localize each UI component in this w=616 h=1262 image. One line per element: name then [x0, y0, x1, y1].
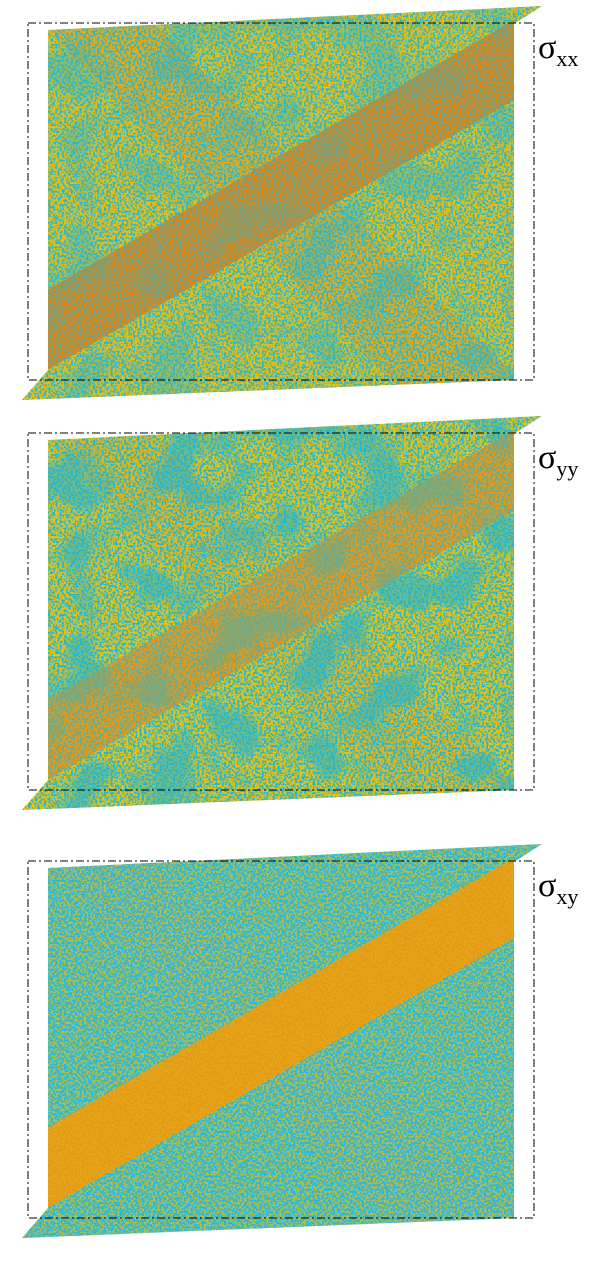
subscript: xy — [556, 884, 578, 909]
stress-map — [22, 416, 542, 810]
reference-box — [27, 860, 535, 1219]
subscript: yy — [556, 456, 578, 481]
symbol: σ — [538, 439, 556, 476]
subscript: xx — [556, 46, 578, 71]
stress-map — [22, 844, 542, 1238]
component-label: σxx — [538, 29, 578, 71]
panel: σxx — [22, 6, 578, 400]
speckle — [22, 6, 542, 400]
symbol: σ — [538, 867, 556, 904]
component-label: σxy — [538, 867, 578, 909]
symbol: σ — [538, 29, 556, 66]
panel: σxy — [22, 844, 578, 1238]
shear-band-overlay — [30, 20, 514, 380]
shear-band-overlay — [30, 430, 514, 790]
reference-box — [27, 432, 535, 791]
shear-band-overlay — [30, 858, 514, 1218]
stress-map — [22, 6, 542, 400]
speckle — [22, 416, 542, 810]
panel: σyy — [22, 416, 578, 810]
reference-box — [27, 22, 535, 381]
component-label: σyy — [538, 439, 578, 481]
